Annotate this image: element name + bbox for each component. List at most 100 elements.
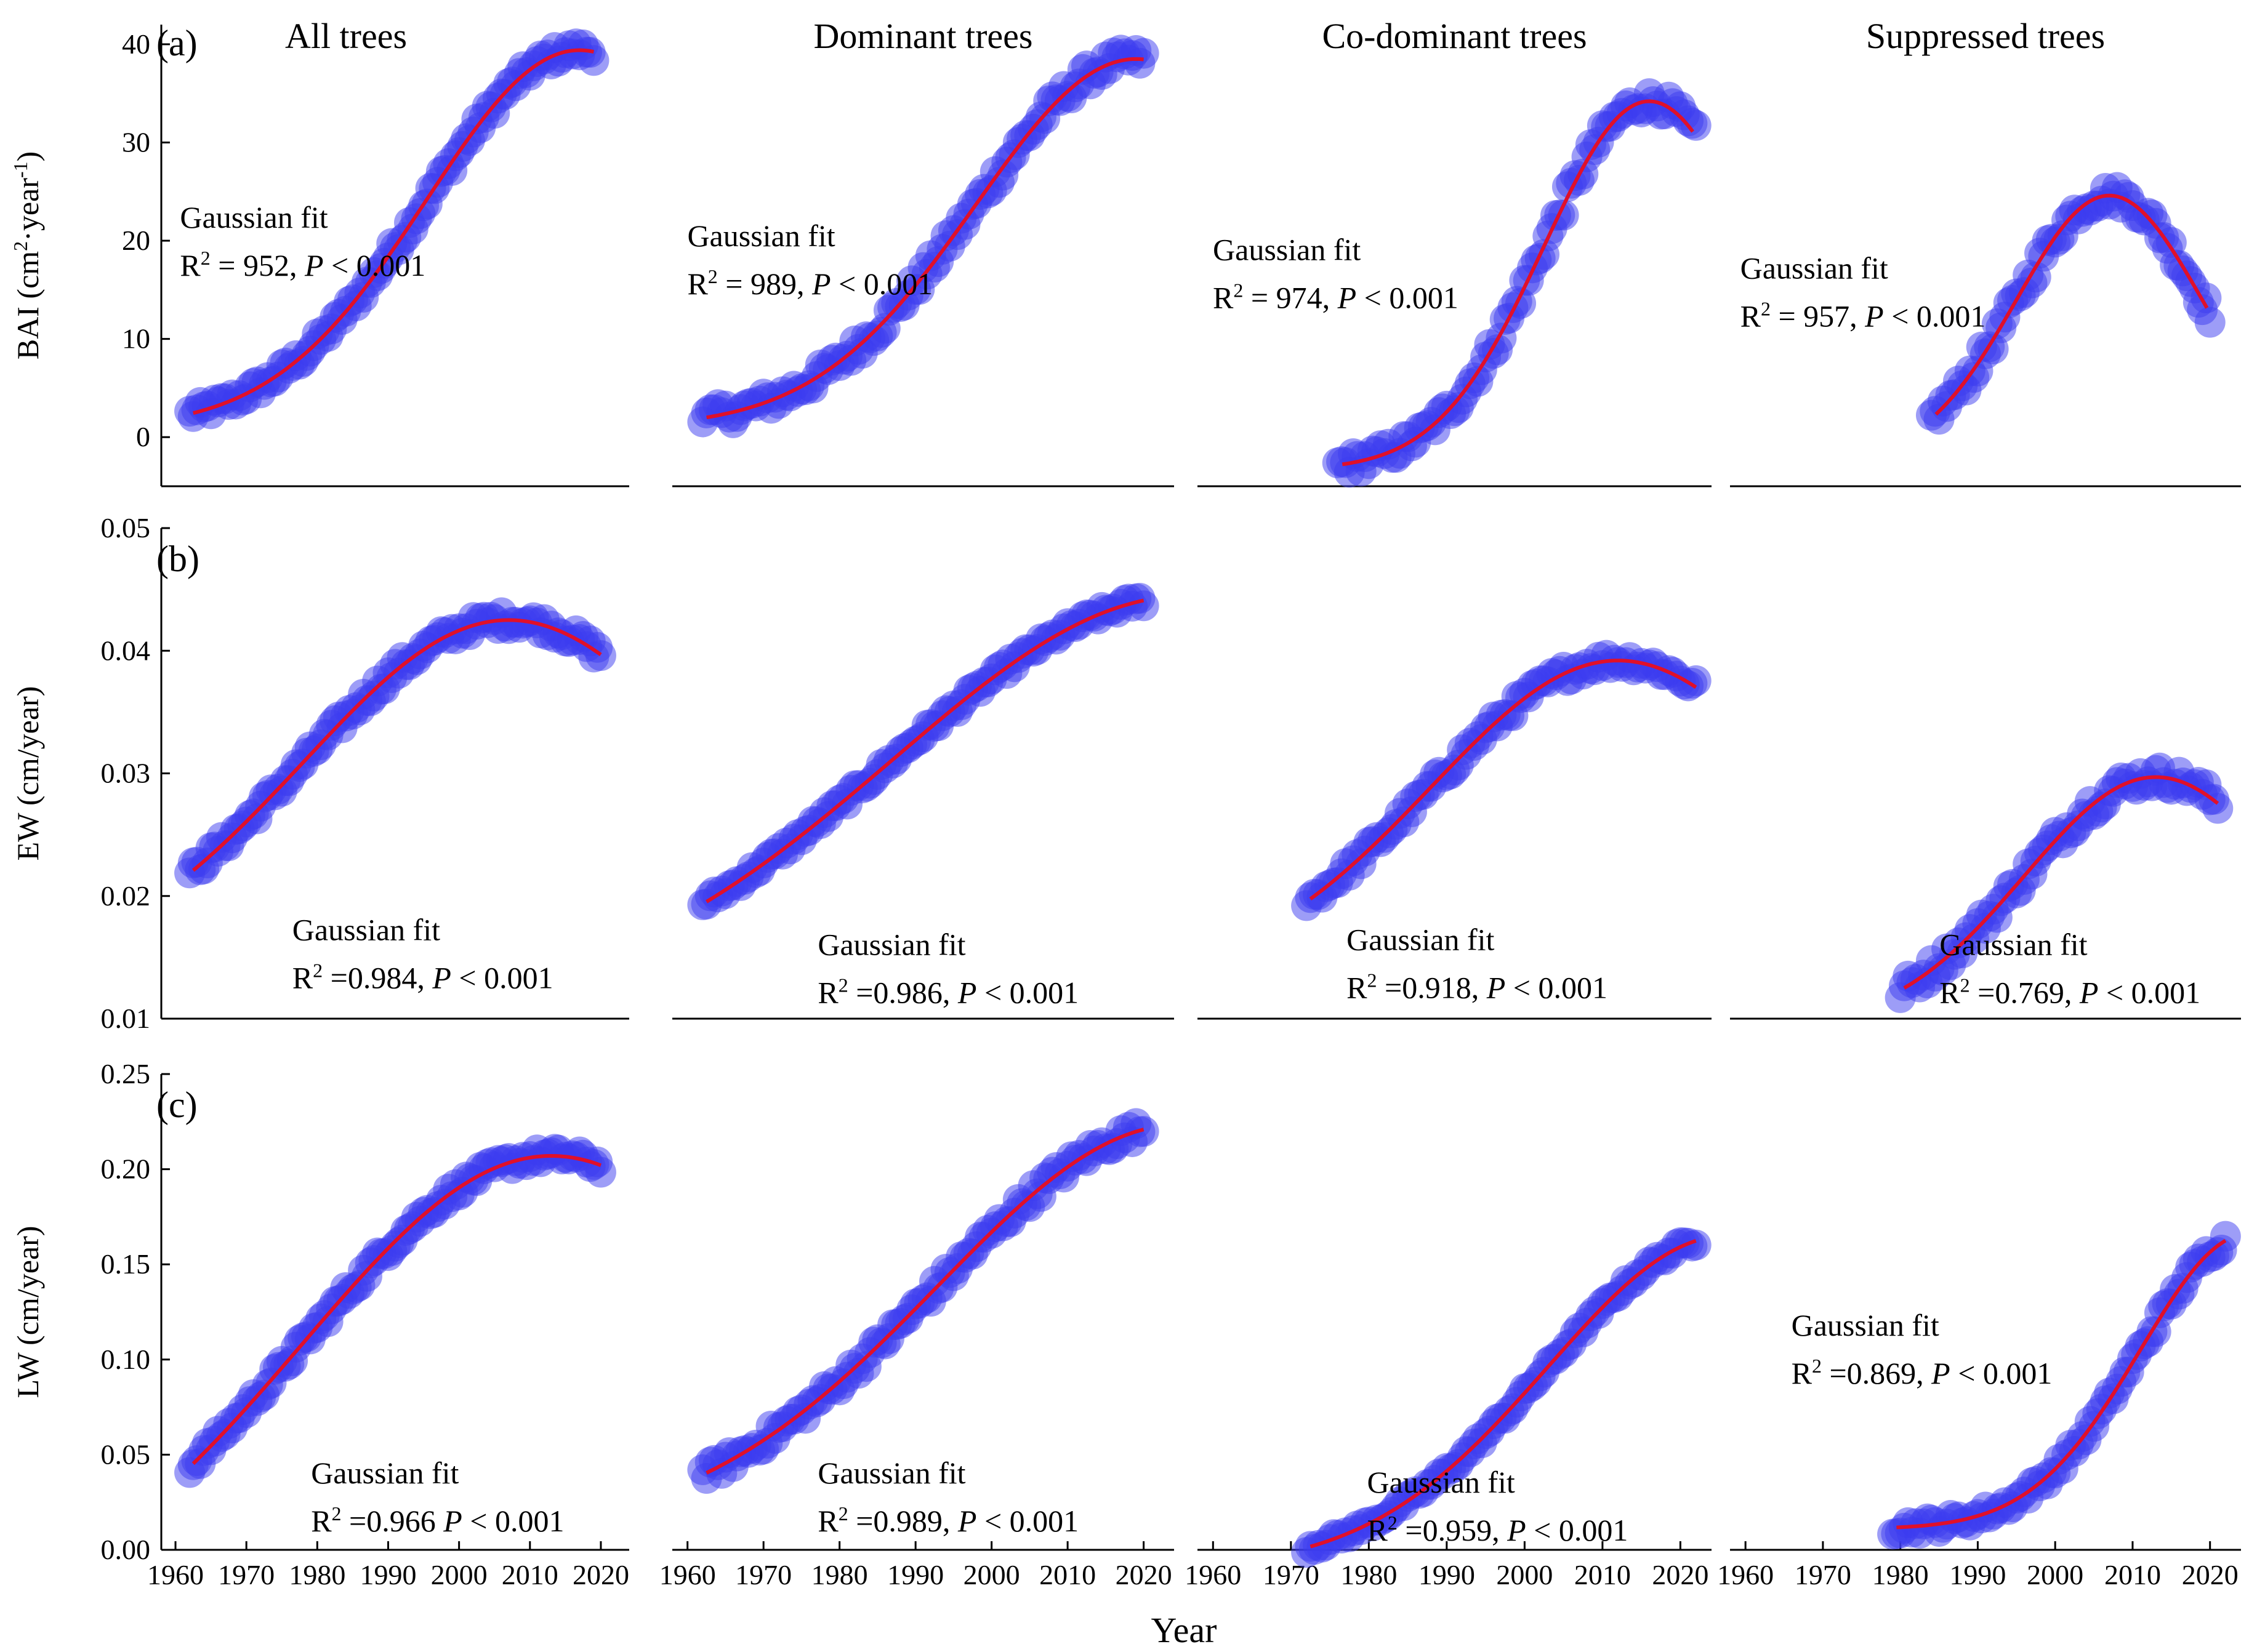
x-tick-label: 1980 <box>1872 1559 1929 1590</box>
y-tick-label: 0 <box>136 421 150 452</box>
data-point <box>1128 1116 1159 1147</box>
gaussian-fit-line <box>1896 1239 2227 1530</box>
x-tick-label: 2010 <box>2104 1559 2161 1590</box>
panel-r1-c3: Gaussian fit R2 =0.769, P < 0.001 <box>1730 752 2241 1020</box>
x-tick-label: 1970 <box>218 1559 275 1590</box>
x-tick-label: 2020 <box>573 1559 629 1590</box>
y-tick-label: 0.20 <box>101 1153 151 1185</box>
x-tick-label: 1970 <box>735 1559 792 1590</box>
fit-statistics: R2 =0.986, P < 0.001 <box>818 974 1079 1009</box>
gaussian-fit-line <box>191 1154 601 1466</box>
gaussian-fit-line <box>1310 1239 1697 1549</box>
panel-letter: (b) <box>156 539 199 579</box>
scatter-points <box>174 1134 616 1488</box>
data-point <box>2194 307 2226 338</box>
fit-label: Gaussian fit <box>180 200 328 235</box>
panel-r0-c1: Dominant trees Gaussian fit R2 = 989, P < … <box>672 16 1174 487</box>
column-title: Co-dominant trees <box>1322 16 1587 56</box>
y-tick-label: 0.01 <box>101 1003 151 1034</box>
fit-label: Gaussian fit <box>1213 233 1361 267</box>
y-tick-label: 10 <box>122 323 150 355</box>
fit-statistics: R2 =0.869, P < 0.001 <box>1792 1355 2053 1390</box>
y-tick-label: 40 <box>122 28 150 60</box>
x-tick-label: 1960 <box>147 1559 204 1590</box>
fit-statistics: R2 = 957, P < 0.001 <box>1740 298 1986 334</box>
panel-r2-c3: 1960 1970 1980 1990 2000 2010 2020 Gaussian fit… <box>1717 1221 2241 1590</box>
gaussian-fit-line <box>191 618 602 872</box>
y-tick-label: 0.02 <box>101 880 151 912</box>
fit-statistics: R2 =0.769, P < 0.001 <box>1939 974 2200 1009</box>
fit-statistics: R2 =0.984, P < 0.001 <box>292 959 553 995</box>
scatter-points <box>1291 640 1712 921</box>
y-tick-label: 0.05 <box>101 512 151 543</box>
y-tick-label: 0.04 <box>101 635 151 666</box>
fit-statistics: R2 =0.966 P < 0.001 <box>311 1502 564 1538</box>
x-tick-label: 1970 <box>1795 1559 1851 1590</box>
fit-label: Gaussian fit <box>818 1456 965 1490</box>
column-title: Dominant trees <box>814 16 1033 56</box>
y-tick-label: 0.03 <box>101 758 151 789</box>
y-tick-label: 0.00 <box>101 1534 151 1565</box>
panel-r1-c0: 0.01 0.02 0.03 0.04 0.05 EW (cm/year) (b) Gauss… <box>10 512 629 1034</box>
y-tick-label: 0.10 <box>101 1344 151 1375</box>
x-tick-label: 2000 <box>1496 1559 1553 1590</box>
x-tick-label: 2020 <box>2182 1559 2239 1590</box>
fit-statistics: R2 =0.918, P < 0.001 <box>1346 969 1607 1004</box>
x-axis-label: Year <box>1151 1610 1217 1650</box>
fit-statistics: R2 = 952, P < 0.001 <box>180 247 425 283</box>
y-axis-label: LW (cm/year) <box>10 1226 45 1398</box>
x-tick-label: 1980 <box>811 1559 868 1590</box>
y-tick-label: 0.05 <box>101 1438 151 1470</box>
gaussian-fit-line <box>1934 193 2209 416</box>
gaussian-fit-line <box>706 57 1144 420</box>
gaussian-fit-line <box>1903 775 2219 990</box>
y-tick-label: 30 <box>122 126 150 158</box>
x-tick-label: 1990 <box>887 1559 944 1590</box>
data-point <box>1680 665 1712 696</box>
fit-label: Gaussian fit <box>311 1456 459 1490</box>
scatter-points <box>687 34 1159 438</box>
panel-r2-c1: 1960 1970 1980 1990 2000 2010 2020 Gaussian fit… <box>659 1108 1174 1590</box>
fit-statistics: R2 =0.959, P < 0.001 <box>1367 1512 1628 1547</box>
x-tick-label: 2010 <box>1574 1559 1631 1590</box>
column-title: All trees <box>285 16 407 56</box>
data-point <box>578 45 610 76</box>
gaussian-fit-line <box>706 598 1145 904</box>
fit-label: Gaussian fit <box>1792 1308 1939 1342</box>
panel-letter: (a) <box>156 23 198 63</box>
x-tick-label: 2020 <box>1652 1559 1708 1590</box>
y-tick-label: 20 <box>122 225 150 256</box>
x-tick-label: 2000 <box>431 1559 488 1590</box>
gaussian-fit-line <box>706 1128 1145 1475</box>
x-tick-label: 2010 <box>1039 1559 1096 1590</box>
x-tick-label: 2010 <box>502 1559 558 1590</box>
x-tick-label: 1980 <box>289 1559 345 1590</box>
fit-label: Gaussian fit <box>292 912 440 947</box>
fit-statistics: R2 = 989, P < 0.001 <box>687 265 933 301</box>
panel-r1-c1: Gaussian fit R2 =0.986, P < 0.001 <box>672 582 1174 1020</box>
x-tick-label: 2020 <box>1116 1559 1172 1590</box>
data-point <box>2202 793 2234 824</box>
gaussian-fit-line <box>1309 659 1697 900</box>
x-tick-label: 1960 <box>1185 1559 1241 1590</box>
panel-letter: (c) <box>156 1085 198 1125</box>
panel-r2-c0: 0.00 0.05 0.10 0.15 0.20 0.25 LW (cm/year) 1960… <box>10 1058 629 1590</box>
data-point <box>1680 1229 1712 1261</box>
panels-layer: 0 10 20 30 40 BAI (cm2·year-1) All trees (a) Gau… <box>9 16 2241 1590</box>
fit-label: Gaussian fit <box>818 927 965 961</box>
y-axis-label: BAI (cm2·year-1) <box>9 151 45 359</box>
gaussian-fit-line <box>193 48 594 415</box>
column-title: Suppressed trees <box>1866 16 2105 56</box>
fit-label: Gaussian fit <box>1346 922 1494 956</box>
data-point <box>1128 38 1159 69</box>
gaussian-fit-line <box>1342 99 1694 467</box>
scatter-points <box>1877 1221 2241 1550</box>
x-tick-label: 1990 <box>360 1559 416 1590</box>
fit-statistics: R2 =0.989, P < 0.001 <box>818 1502 1079 1538</box>
scatter-points <box>1885 752 2234 1013</box>
x-tick-label: 1960 <box>659 1559 716 1590</box>
fit-label: Gaussian fit <box>687 219 835 253</box>
fit-label: Gaussian fit <box>1939 927 2087 961</box>
